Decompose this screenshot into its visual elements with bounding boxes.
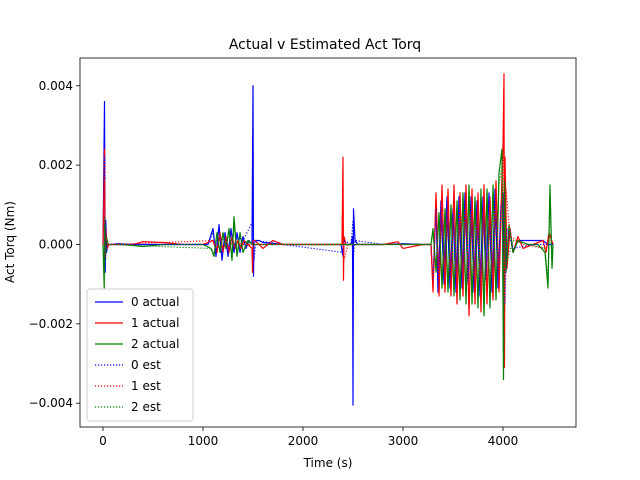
- legend-box: [86, 288, 194, 422]
- series-line-0-actual: [102, 85, 553, 406]
- legend-label: 2 actual: [131, 337, 179, 351]
- y-tick-label: −0.004: [29, 396, 73, 410]
- series-line-2-est: [102, 164, 554, 357]
- legend: 0 actual 1 actual 2 actual 0 est 1 est 2 est: [86, 288, 194, 422]
- x-tick-label: 1000: [188, 434, 219, 448]
- series-line-2-actual: [102, 148, 554, 380]
- chart-title: Actual v Estimated Act Torq: [229, 37, 421, 53]
- y-axis: −0.004 −0.002 0.000 0.002 0.004: [29, 79, 80, 410]
- x-axis: 0 1000 2000 3000 4000: [99, 427, 518, 448]
- x-tick-label: 3000: [388, 434, 419, 448]
- y-tick-label: −0.002: [29, 317, 73, 331]
- series-layer: [102, 73, 554, 406]
- y-tick-label: 0.000: [39, 237, 73, 251]
- x-tick-label: 2000: [288, 434, 319, 448]
- y-tick-label: 0.004: [39, 79, 73, 93]
- x-tick-label: 0: [99, 434, 107, 448]
- legend-label: 0 est: [131, 358, 161, 372]
- x-axis-label: Time (s): [303, 456, 353, 470]
- plot-frame: [79, 57, 577, 428]
- legend-label: 2 est: [131, 400, 161, 414]
- legend-label: 0 actual: [131, 295, 179, 309]
- legend-label: 1 actual: [131, 316, 179, 330]
- x-tick-label: 4000: [488, 434, 519, 448]
- y-axis-label: Act Torq (Nm): [3, 201, 17, 283]
- y-tick-label: 0.002: [39, 158, 73, 172]
- legend-label: 1 est: [131, 379, 161, 393]
